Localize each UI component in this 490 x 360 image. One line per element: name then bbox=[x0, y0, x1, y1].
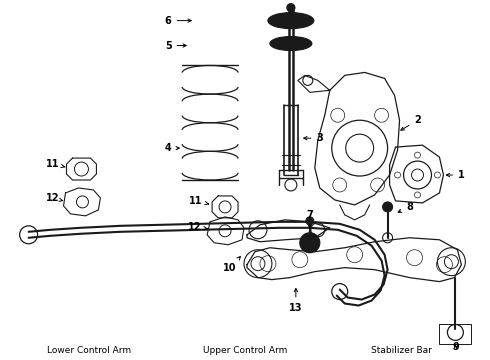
Text: 4: 4 bbox=[165, 143, 179, 153]
Text: 10: 10 bbox=[223, 257, 241, 273]
Text: 5: 5 bbox=[165, 41, 186, 50]
Text: 8: 8 bbox=[398, 202, 413, 212]
Text: 6: 6 bbox=[165, 15, 191, 26]
Text: 13: 13 bbox=[289, 288, 303, 312]
Text: 12: 12 bbox=[188, 222, 208, 232]
Circle shape bbox=[306, 217, 314, 225]
Text: Lower Control Arm: Lower Control Arm bbox=[47, 346, 131, 355]
Text: 1: 1 bbox=[446, 170, 465, 180]
Text: 2: 2 bbox=[401, 115, 421, 130]
Circle shape bbox=[383, 202, 392, 212]
Text: 7: 7 bbox=[306, 210, 313, 228]
Circle shape bbox=[287, 4, 295, 12]
Bar bbox=[440, 324, 471, 345]
Text: 3: 3 bbox=[304, 133, 323, 143]
Text: 9: 9 bbox=[452, 342, 459, 352]
Text: 11: 11 bbox=[190, 196, 209, 206]
Text: Upper Control Arm: Upper Control Arm bbox=[203, 346, 287, 355]
Ellipse shape bbox=[270, 37, 312, 50]
Text: 12: 12 bbox=[46, 193, 63, 203]
Text: 11: 11 bbox=[46, 159, 65, 169]
Circle shape bbox=[300, 233, 320, 253]
Text: Stabilizer Bar: Stabilizer Bar bbox=[371, 346, 432, 355]
Ellipse shape bbox=[268, 13, 314, 28]
